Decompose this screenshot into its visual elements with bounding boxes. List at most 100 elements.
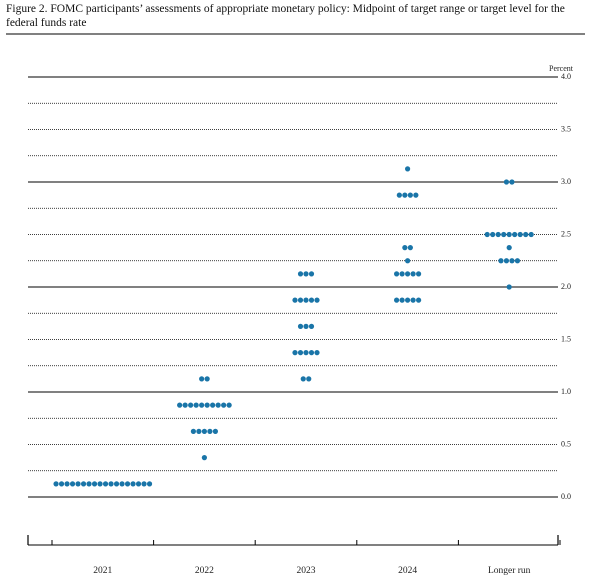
dot: [503, 179, 510, 185]
dot: [308, 323, 315, 329]
dot: [108, 481, 114, 487]
dot: [528, 231, 534, 238]
y-tick-label: 1.0: [561, 387, 571, 396]
dot: [297, 297, 304, 303]
dot: [303, 271, 309, 277]
dot: [498, 258, 504, 264]
dot: [119, 481, 125, 487]
dot: [303, 350, 309, 356]
dot: [177, 402, 183, 408]
dot: [201, 455, 207, 461]
dot: [503, 258, 510, 264]
dot: [506, 231, 512, 238]
dot: [215, 402, 221, 408]
dot: [512, 231, 518, 238]
dot: [394, 297, 400, 303]
dot: [416, 271, 422, 277]
dot: [407, 192, 413, 198]
dot: [308, 297, 315, 303]
dot: [193, 402, 199, 408]
dot: [182, 402, 188, 408]
dot: [399, 297, 405, 303]
dot: [396, 192, 402, 198]
x-tick-label: 2024: [398, 566, 417, 576]
y-tick-label: 3.0: [561, 177, 571, 186]
dot: [297, 350, 304, 356]
y-tick-label: 2.5: [561, 229, 571, 238]
dot: [399, 271, 405, 277]
dot: [407, 245, 413, 251]
dot: [64, 481, 70, 487]
dot: [146, 481, 153, 487]
dot: [501, 231, 507, 238]
dot: [80, 481, 87, 487]
dot: [86, 481, 92, 487]
dot: [58, 481, 65, 487]
dot: [207, 428, 213, 434]
dot: [314, 350, 320, 356]
dot: [297, 271, 304, 277]
dot: [394, 271, 400, 277]
y-tick-label: 0.0: [561, 492, 571, 501]
chart-title: Figure 2. FOMC participants’ assessments…: [6, 3, 565, 29]
dot: [199, 376, 205, 382]
dot: [226, 402, 232, 408]
dot: [97, 481, 103, 487]
y-tick-label: 1.5: [561, 334, 571, 343]
dot: [413, 192, 419, 198]
dot: [210, 402, 216, 408]
dot: [204, 402, 210, 408]
dot: [509, 179, 515, 185]
dot: [297, 323, 304, 329]
dot: [303, 297, 309, 303]
dot: [199, 402, 205, 408]
dot: [306, 376, 312, 382]
dot: [308, 271, 315, 277]
dot: [292, 350, 298, 356]
dot: [300, 376, 306, 382]
dot: [509, 258, 515, 264]
dot: [416, 297, 422, 303]
dot: [484, 231, 490, 238]
dot: [75, 481, 81, 487]
dot: [141, 481, 147, 487]
dot: [402, 245, 408, 251]
dot: [91, 481, 98, 487]
dot: [102, 481, 109, 487]
y-tick-label: 4.0: [561, 72, 571, 81]
dot: [314, 297, 320, 303]
dot: [514, 258, 521, 264]
dot: [405, 271, 411, 277]
dot: [506, 284, 512, 290]
dot: [201, 428, 207, 434]
x-tick-label: 2021: [93, 566, 112, 576]
dot: [506, 245, 512, 251]
dot: [124, 481, 131, 487]
dot: [517, 231, 523, 238]
dot: [221, 402, 227, 408]
dot: [405, 166, 411, 172]
dot: [410, 297, 416, 303]
y-tick-label: 0.5: [561, 439, 571, 448]
dot: [495, 231, 501, 238]
dot: [135, 481, 142, 487]
dot: [204, 376, 210, 382]
dot: [212, 428, 218, 434]
dot: [53, 481, 59, 487]
dot: [292, 297, 298, 303]
x-tick-label: Longer run: [488, 566, 531, 576]
dot: [188, 402, 194, 408]
y-tick-label: 2.0: [561, 282, 571, 291]
dot: [308, 350, 315, 356]
dot: [490, 231, 496, 238]
y-tick-label: 3.5: [561, 124, 571, 133]
dot: [405, 297, 411, 303]
dot: [113, 481, 120, 487]
y-unit: Percent: [549, 64, 574, 73]
dot: [196, 428, 202, 434]
dot: [405, 258, 411, 264]
dot: [303, 323, 309, 329]
dot: [130, 481, 136, 487]
